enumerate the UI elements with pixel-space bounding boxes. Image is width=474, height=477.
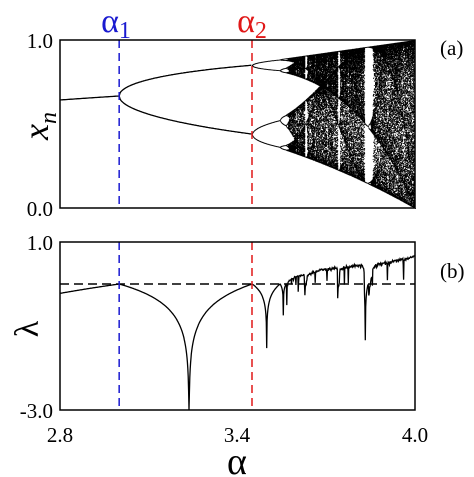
period-2-upper-branch	[118, 64, 252, 97]
alpha2-label: α2	[237, 3, 267, 44]
panel-a-label: (a)	[440, 36, 463, 60]
panel-b-ytick-top: 1.0	[27, 231, 53, 255]
alpha1-label: α1	[101, 3, 131, 44]
panel-a-ylabel-sub: n	[36, 112, 62, 124]
panel-a-ylabel: xn	[16, 112, 62, 141]
chaotic-attractor-points	[252, 40, 416, 209]
xtick-4.0: 4.0	[402, 423, 428, 447]
alpha1-label-sub: 1	[119, 18, 131, 44]
xtick-2.8: 2.8	[47, 423, 73, 447]
panel-b-ytick-bottom: -3.0	[20, 399, 53, 423]
panel-b-label: (b)	[440, 259, 465, 283]
period-1-branch	[59, 95, 120, 101]
panel-b-frame	[59, 241, 416, 411]
panel-b-ylabel: λ	[9, 320, 46, 337]
panel-a-ytick-bottom: 0.0	[27, 197, 53, 221]
alpha2-label-main: α	[237, 3, 255, 40]
period-2-lower-branch	[118, 95, 252, 135]
alpha1-label-main: α	[101, 3, 119, 40]
panel-a-ytick-top: 1.0	[27, 29, 53, 53]
alpha2-label-sub: 2	[255, 18, 267, 44]
xtick-3.4: 3.4	[224, 423, 251, 447]
panel-b-plot-area	[59, 242, 416, 411]
panel-a-frame	[59, 39, 416, 209]
panel-a-plot-area	[59, 40, 416, 209]
panel-b: 1.0 -3.0 (b) λ 2.8 3.4 4.0 α	[9, 231, 465, 477]
lyapunov-curve	[59, 254, 416, 411]
panel-a-ylabel-main: x	[16, 124, 56, 141]
panel-a: 1.0 0.0 (a) xn α1 α2	[16, 3, 463, 221]
panel-b-xlabel: α	[227, 441, 247, 477]
